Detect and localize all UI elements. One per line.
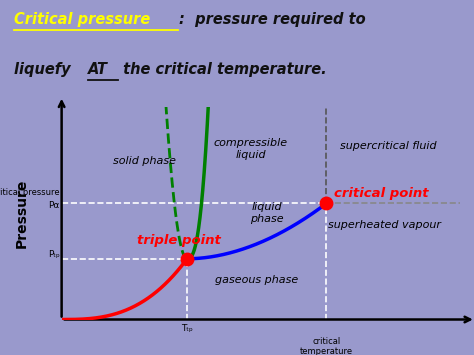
Text: the critical temperature.: the critical temperature. xyxy=(118,62,327,77)
Text: :  pressure required to: : pressure required to xyxy=(179,12,366,27)
Text: triple point: triple point xyxy=(137,234,221,247)
Text: superheated vapour: superheated vapour xyxy=(328,220,441,230)
Text: Pressure: Pressure xyxy=(15,178,29,248)
Text: Tₜₚ: Tₜₚ xyxy=(181,324,193,333)
Text: critical pressure: critical pressure xyxy=(0,188,60,197)
Text: supercritical fluid: supercritical fluid xyxy=(340,141,437,151)
Text: liquid
phase: liquid phase xyxy=(250,202,283,224)
Text: Pₜₚ: Pₜₚ xyxy=(48,250,60,259)
Text: compressible
liquid: compressible liquid xyxy=(214,138,288,160)
Text: liquefy: liquefy xyxy=(14,62,76,77)
Text: critical point: critical point xyxy=(334,187,429,200)
Text: Pα: Pα xyxy=(48,201,60,210)
Text: AT: AT xyxy=(88,62,108,77)
Text: solid phase: solid phase xyxy=(113,156,176,166)
Text: critical
temperature: critical temperature xyxy=(300,337,353,355)
Text: gaseous phase: gaseous phase xyxy=(215,275,298,285)
Text: Critical pressure: Critical pressure xyxy=(14,12,150,27)
